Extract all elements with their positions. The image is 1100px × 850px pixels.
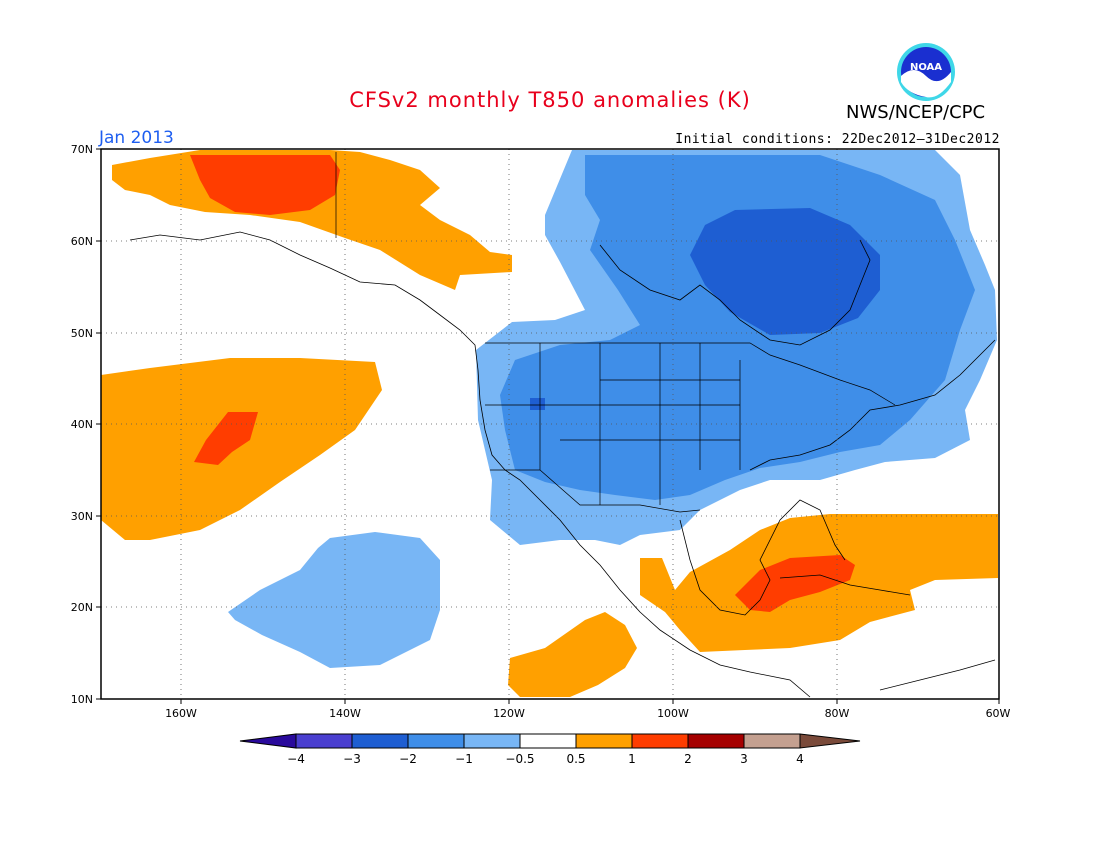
longitude-labels: 160W 140W 120W 100W 80W 60W bbox=[165, 707, 1010, 720]
pacific-cool-region bbox=[228, 532, 440, 668]
lon-label: 120W bbox=[493, 707, 525, 720]
colorbar-label: −4 bbox=[287, 752, 305, 766]
lat-label: 40N bbox=[71, 418, 93, 431]
noaa-logo-text: NOAA bbox=[910, 62, 942, 73]
map-title: CFSv2 monthly T850 anomalies (K) bbox=[349, 88, 751, 112]
political-borders bbox=[335, 152, 896, 513]
lat-label: 50N bbox=[71, 327, 93, 340]
colorbar-label: −2 bbox=[399, 752, 417, 766]
colorbar-low-arrow bbox=[239, 733, 297, 749]
latitude-labels: 70N 60N 50N 40N 30N 20N 10N bbox=[71, 143, 93, 706]
graticule bbox=[101, 149, 999, 699]
pacific-hot-region bbox=[194, 412, 258, 465]
lat-label: 20N bbox=[71, 601, 93, 614]
colorbar-high-arrow bbox=[799, 733, 861, 749]
initial-conditions: Initial conditions: 22Dec2012–31Dec2012 bbox=[675, 132, 1000, 147]
colorbar-label: −1 bbox=[455, 752, 473, 766]
colorbar-segment bbox=[743, 733, 801, 749]
colorbar-segment bbox=[687, 733, 745, 749]
hudson-bay-very-cold-region bbox=[690, 208, 880, 335]
colorbar-segment bbox=[463, 733, 521, 749]
lon-label: 140W bbox=[329, 707, 361, 720]
east-pacific-warm-region bbox=[508, 612, 637, 697]
colorbar-segment bbox=[351, 733, 409, 749]
colorbar-segment bbox=[575, 733, 633, 749]
noaa-logo: NOAA bbox=[897, 43, 955, 101]
colorbar-labels: −4 −3 −2 −1 −0.5 0.5 1 2 3 4 bbox=[287, 752, 804, 766]
colorbar-segment bbox=[295, 733, 353, 749]
colorbar-label: −3 bbox=[343, 752, 361, 766]
forecast-month: Jan 2013 bbox=[99, 128, 174, 148]
colorbar-label: 3 bbox=[740, 752, 748, 766]
colorbar bbox=[239, 733, 861, 749]
colorbar-label: 1 bbox=[628, 752, 636, 766]
lat-label: 60N bbox=[71, 235, 93, 248]
lon-label: 100W bbox=[657, 707, 689, 720]
small-very-cold-spot bbox=[530, 398, 545, 410]
colorbar-label: 2 bbox=[684, 752, 692, 766]
lat-label: 30N bbox=[71, 510, 93, 523]
lon-label: 80W bbox=[825, 707, 850, 720]
pacific-warm-region bbox=[101, 358, 382, 540]
lon-label: 60W bbox=[986, 707, 1011, 720]
colorbar-label: 0.5 bbox=[566, 752, 585, 766]
coastlines bbox=[129, 231, 996, 698]
lat-label: 70N bbox=[71, 143, 93, 156]
lon-label: 160W bbox=[165, 707, 197, 720]
agency-label: NWS/NCEP/CPC bbox=[846, 102, 986, 123]
colorbar-label: 4 bbox=[796, 752, 804, 766]
colorbar-segment bbox=[407, 733, 465, 749]
lat-label: 10N bbox=[71, 693, 93, 706]
colorbar-segment bbox=[631, 733, 689, 749]
colorbar-segment bbox=[519, 733, 577, 749]
colorbar-label: −0.5 bbox=[505, 752, 534, 766]
alaska-hot-region bbox=[190, 155, 340, 215]
